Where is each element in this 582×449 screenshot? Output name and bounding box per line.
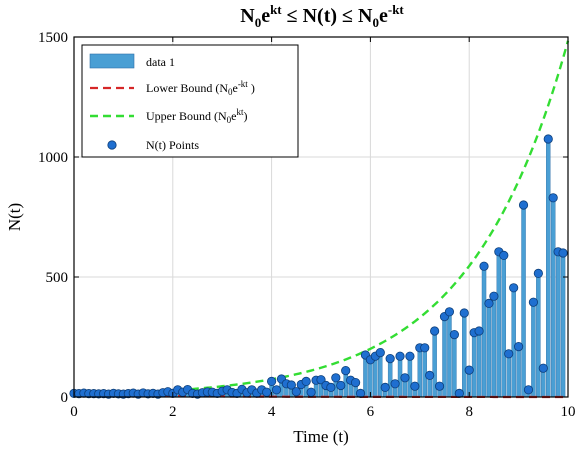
data-point <box>331 373 341 383</box>
bar <box>550 197 556 398</box>
bar <box>496 251 502 398</box>
data-point <box>291 387 301 397</box>
legend: data 1 Lower Bound (N0e-kt ) Upper Bound (… <box>81 44 299 158</box>
bar <box>531 302 536 398</box>
bar <box>555 251 561 398</box>
data-point <box>425 370 435 380</box>
bar <box>501 255 507 398</box>
x-tick-label: 4 <box>268 404 276 420</box>
data-point <box>350 377 361 388</box>
data-point <box>301 376 311 386</box>
data-point <box>449 329 459 340</box>
data-point <box>271 385 282 395</box>
x-tick-label: 6 <box>367 404 375 420</box>
y-tick-label: 0 <box>61 390 69 406</box>
legend-label: N(t) Points <box>146 138 199 152</box>
data-point <box>479 261 489 271</box>
bar <box>486 303 492 398</box>
data-point <box>518 200 529 210</box>
x-tick-label: 2 <box>169 404 177 420</box>
legend-label: data 1 <box>146 55 175 69</box>
data-point <box>410 381 420 391</box>
bar <box>476 330 482 398</box>
data-point <box>484 298 494 308</box>
data-point <box>405 351 415 361</box>
data-point <box>523 385 534 395</box>
bar <box>471 332 477 398</box>
data-point <box>420 343 430 353</box>
x-tick-label: 0 <box>70 404 78 420</box>
data-point <box>336 380 346 391</box>
bar <box>387 358 393 398</box>
y-tick-label: 500 <box>46 270 69 286</box>
data-point <box>430 326 440 336</box>
bar <box>516 346 521 398</box>
data-point <box>266 376 277 386</box>
data-point <box>464 365 474 375</box>
bar <box>462 312 467 398</box>
bar <box>452 334 457 398</box>
data-point <box>286 380 296 390</box>
data-point <box>375 347 385 358</box>
y-axis: 0 500 1000 1500 <box>38 30 568 406</box>
legend-swatch-marker <box>107 140 117 150</box>
data-point <box>509 283 519 293</box>
data-point <box>444 307 455 317</box>
data-point <box>474 326 484 336</box>
data-point <box>390 379 400 389</box>
data-point <box>489 291 499 301</box>
y-tick-label: 1500 <box>38 30 68 46</box>
data-point <box>355 388 366 398</box>
data-point <box>395 351 405 361</box>
data-point <box>499 250 509 260</box>
data-point <box>513 341 524 352</box>
bar <box>491 296 497 398</box>
data-point <box>543 134 553 144</box>
bar <box>511 287 516 398</box>
data-point <box>385 353 395 364</box>
data-point <box>326 382 336 392</box>
bar <box>546 138 551 398</box>
data-point <box>454 388 464 398</box>
bar <box>422 347 427 398</box>
y-axis-label: N(t) <box>5 203 24 231</box>
bar <box>417 347 423 398</box>
bar <box>521 204 526 398</box>
bar <box>368 359 373 398</box>
markers <box>69 134 568 399</box>
legend-swatch-bar <box>89 53 135 69</box>
data-point <box>341 365 351 376</box>
data-point <box>380 382 390 392</box>
bar <box>447 311 452 398</box>
bar <box>560 252 566 398</box>
plot-frame <box>73 36 569 398</box>
bar <box>536 273 541 398</box>
data-point <box>306 387 316 397</box>
x-axis-label: Time (t) <box>293 427 349 446</box>
legend-label: Lower Bound (N0e-kt ) <box>146 79 255 97</box>
data-point <box>528 297 539 307</box>
bar <box>506 353 511 398</box>
data-point <box>262 387 272 397</box>
data-point <box>316 375 326 385</box>
data-point <box>400 373 410 383</box>
data-point <box>434 381 445 391</box>
data-point <box>459 308 469 318</box>
data-point <box>548 193 558 203</box>
legend-label: Upper Bound (N0ekt) <box>146 107 248 125</box>
data-point <box>504 349 514 359</box>
data-point <box>558 248 568 258</box>
data-point <box>533 268 543 278</box>
x-axis: 0 2 4 6 8 10 <box>70 37 576 420</box>
chart-title: N0ekt ≤ N(t) ≤ N0e-kt <box>240 2 404 30</box>
x-tick-label: 8 <box>465 404 473 420</box>
data-point <box>538 363 548 373</box>
y-tick-label: 1000 <box>38 150 68 166</box>
x-tick-label: 10 <box>561 404 576 420</box>
